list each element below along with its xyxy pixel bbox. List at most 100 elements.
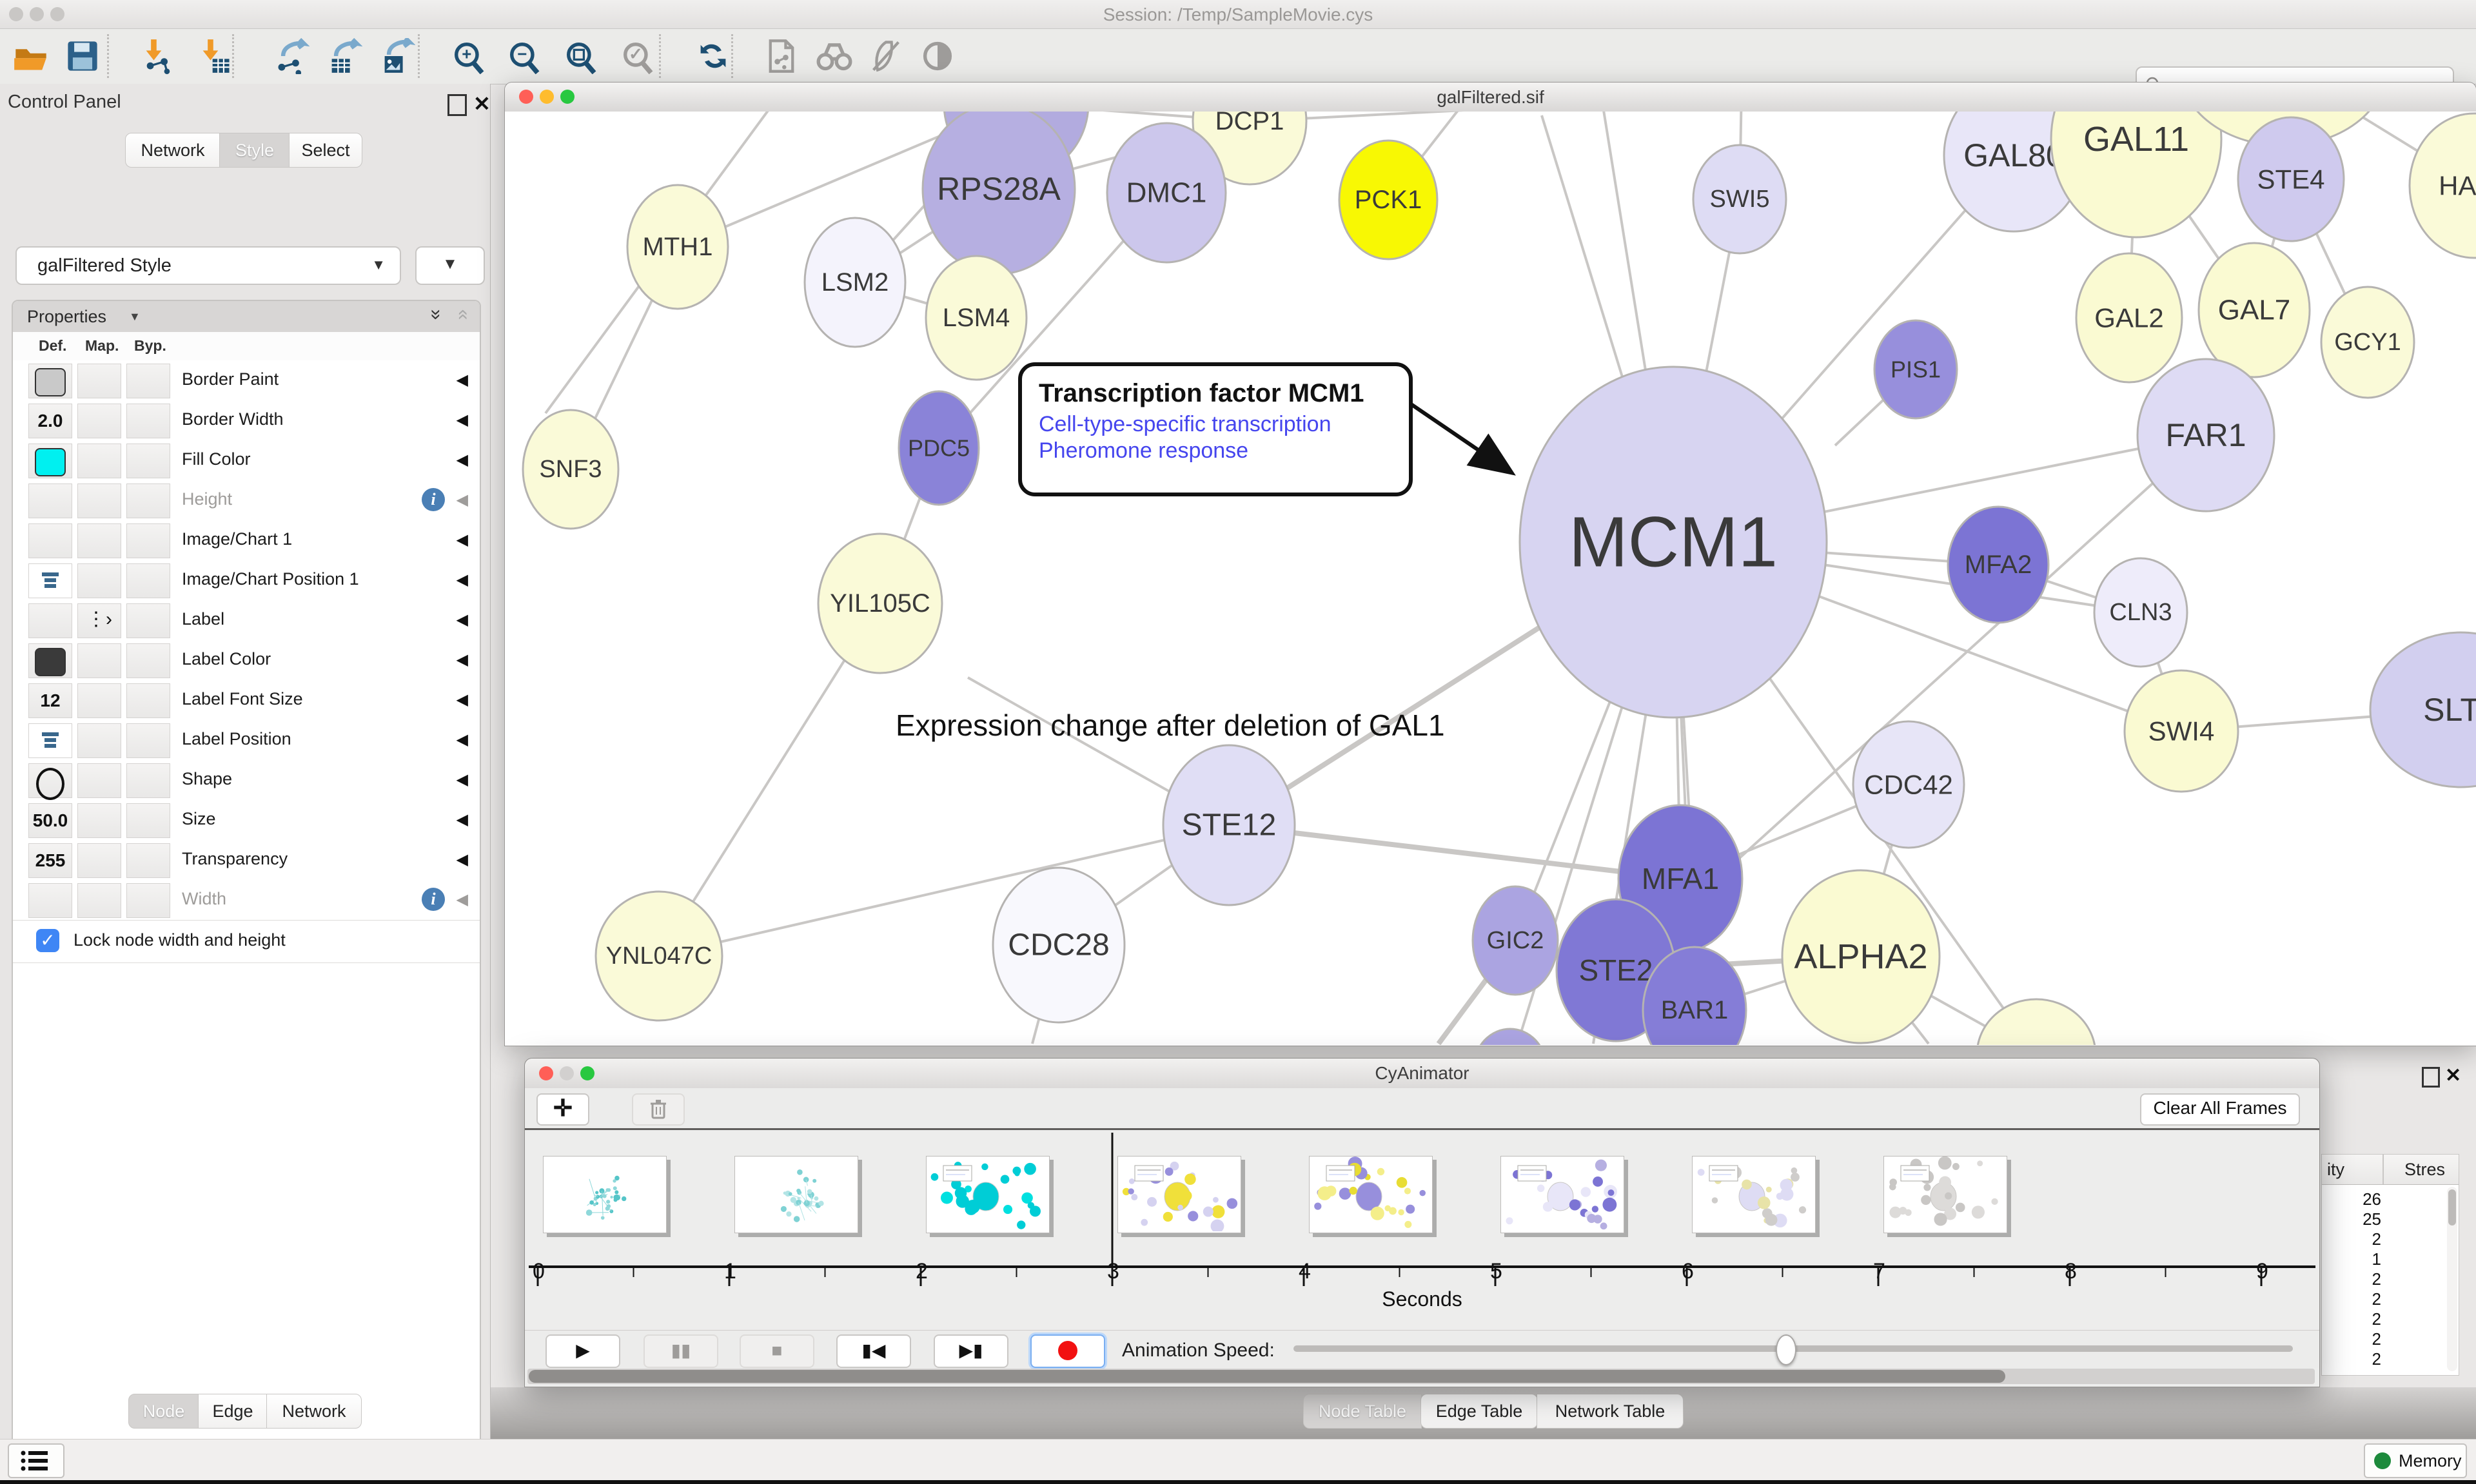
expand-arrow-icon[interactable]: ◀ — [456, 891, 468, 908]
bypass-cell[interactable] — [126, 523, 170, 558]
mapping-cell[interactable] — [77, 404, 121, 438]
export-network-icon[interactable] — [273, 38, 310, 74]
annotation-link-2[interactable]: Pheromone response — [1039, 438, 1249, 463]
zoom-window-icon[interactable] — [50, 7, 64, 21]
bypass-cell[interactable] — [126, 763, 170, 798]
expand-all-icon[interactable]: » — [426, 309, 447, 320]
bypass-cell[interactable] — [126, 364, 170, 398]
memory-button[interactable]: Memory — [2364, 1443, 2467, 1478]
float-table-icon[interactable] — [2422, 1067, 2440, 1088]
expand-arrow-icon[interactable]: ◀ — [456, 851, 468, 868]
export-image-icon[interactable] — [379, 38, 415, 74]
mapping-cell[interactable] — [77, 723, 121, 758]
mapping-cell[interactable] — [77, 843, 121, 878]
close-table-icon[interactable]: ✕ — [2445, 1065, 2462, 1086]
expand-arrow-icon[interactable]: ◀ — [456, 611, 468, 629]
clear-all-frames-button[interactable]: Clear All Frames — [2140, 1093, 2300, 1126]
skip-to-end-button[interactable]: ▶▮ — [934, 1334, 1008, 1368]
add-frame-button[interactable]: ✛ — [536, 1093, 589, 1126]
close-window-icon[interactable] — [519, 90, 533, 104]
close-window-icon[interactable] — [539, 1066, 553, 1080]
annotation-box[interactable]: Transcription factor MCM1 Cell-type-spec… — [1018, 362, 1413, 496]
frame-3[interactable] — [926, 1156, 1050, 1233]
bypass-cell[interactable] — [126, 803, 170, 838]
expand-arrow-icon[interactable]: ◀ — [456, 531, 468, 549]
network-window-titlebar[interactable]: galFiltered.sif — [505, 83, 2476, 112]
expand-arrow-icon[interactable]: ◀ — [456, 491, 468, 509]
panel-tab-edge[interactable]: Edge — [198, 1394, 268, 1429]
default-cell[interactable] — [28, 523, 72, 558]
show-graphics-icon[interactable] — [919, 38, 956, 74]
bypass-cell[interactable] — [126, 563, 170, 598]
column-header-ity[interactable]: ity — [2327, 1160, 2344, 1179]
table-cell[interactable]: 2 — [2372, 1309, 2381, 1329]
tab-node-table[interactable]: Node Table — [1303, 1394, 1422, 1429]
table-cell[interactable]: 2 — [2372, 1329, 2381, 1349]
mapping-cell[interactable] — [77, 803, 121, 838]
expand-arrow-icon[interactable]: ◀ — [456, 811, 468, 828]
expand-arrow-icon[interactable]: ◀ — [456, 771, 468, 788]
property-row[interactable]: Shape ◀ — [13, 760, 480, 801]
table-cell[interactable]: 1 — [2372, 1249, 2381, 1269]
mapping-cell[interactable] — [77, 364, 121, 398]
property-row[interactable]: 12 Label Font Size ◀ — [13, 680, 480, 721]
property-row[interactable]: Image/Chart Position 1 ◀ — [13, 560, 480, 601]
mapping-cell[interactable] — [77, 683, 121, 718]
refresh-layout-icon[interactable] — [695, 38, 731, 74]
frame-4[interactable] — [1117, 1156, 1241, 1233]
default-cell[interactable] — [28, 723, 72, 758]
default-cell[interactable]: 12 — [28, 683, 72, 718]
record-button[interactable] — [1030, 1334, 1105, 1368]
property-row[interactable]: 2.0 Border Width ◀ — [13, 400, 480, 441]
property-row[interactable]: Image/Chart 1 ◀ — [13, 520, 480, 561]
expand-arrow-icon[interactable]: ◀ — [456, 371, 468, 389]
minimize-window-icon[interactable] — [560, 1066, 574, 1080]
property-row[interactable]: Label Color ◀ — [13, 640, 480, 681]
expand-arrow-icon[interactable]: ◀ — [456, 651, 468, 669]
speed-slider-thumb[interactable] — [1776, 1334, 1796, 1365]
table-cell[interactable]: 26 — [2363, 1189, 2381, 1209]
stop-button[interactable]: ■ — [740, 1334, 814, 1368]
info-icon[interactable]: i — [422, 888, 445, 911]
bypass-cell[interactable] — [126, 444, 170, 478]
bypass-cell[interactable] — [126, 643, 170, 678]
table-cell[interactable]: 2 — [2372, 1229, 2381, 1249]
property-row[interactable]: Border Paint ◀ — [13, 360, 480, 401]
default-cell[interactable] — [28, 603, 72, 638]
zoom-fit-icon[interactable] — [562, 38, 598, 74]
close-window-icon[interactable] — [9, 7, 23, 21]
default-cell[interactable] — [28, 763, 72, 800]
column-header-stress[interactable]: Stres — [2404, 1160, 2446, 1179]
tab-select[interactable]: Select — [289, 133, 362, 168]
property-row[interactable]: Width i ◀ — [13, 880, 480, 921]
bypass-cell[interactable] — [126, 683, 170, 718]
default-cell[interactable]: 50.0 — [28, 803, 72, 838]
frame-2[interactable] — [734, 1156, 858, 1233]
hide-graphics-icon[interactable] — [868, 38, 904, 74]
zoom-window-icon[interactable] — [560, 90, 575, 104]
zoom-window-icon[interactable] — [580, 1066, 594, 1080]
frame-1[interactable] — [543, 1156, 667, 1233]
zoom-selected-icon[interactable]: ✓ — [619, 38, 655, 74]
property-row[interactable]: 50.0 Size ◀ — [13, 800, 480, 841]
panel-tab-node[interactable]: Node — [128, 1394, 199, 1429]
frame-6[interactable] — [1500, 1156, 1624, 1233]
expand-arrow-icon[interactable]: ◀ — [456, 411, 468, 429]
bypass-cell[interactable] — [126, 483, 170, 518]
frame-7[interactable] — [1692, 1156, 1816, 1233]
bypass-cell[interactable] — [126, 404, 170, 438]
bypass-cell[interactable] — [126, 723, 170, 758]
default-cell[interactable]: 2.0 — [28, 404, 72, 438]
properties-header[interactable]: Properties ▼ » » — [13, 301, 480, 333]
collapse-all-icon[interactable]: » — [451, 309, 473, 320]
open-session-icon[interactable] — [13, 38, 49, 74]
node-table[interactable]: ity Stres 26 25 2 1 2 2 2 2 2 — [2321, 1154, 2459, 1376]
mapping-cell[interactable] — [77, 523, 121, 558]
style-selector[interactable]: galFiltered Style ▼ — [15, 246, 401, 285]
default-cell[interactable] — [28, 883, 72, 918]
bypass-cell[interactable] — [126, 843, 170, 878]
animation-speed-slider[interactable] — [1293, 1334, 2293, 1365]
show-console-button[interactable] — [8, 1443, 64, 1478]
minimize-window-icon[interactable] — [540, 90, 554, 104]
panel-tab-network[interactable]: Network — [266, 1394, 362, 1429]
